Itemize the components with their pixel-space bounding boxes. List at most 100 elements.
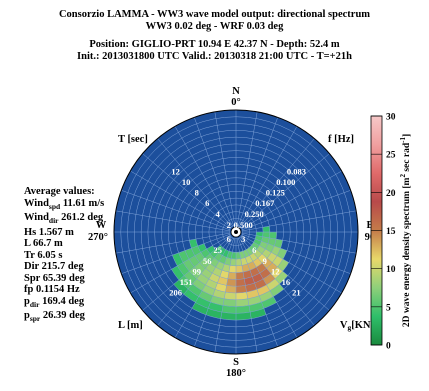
grid-spoke bbox=[236, 111, 258, 226]
period-tick: 6 bbox=[205, 198, 209, 208]
energy-cell bbox=[219, 270, 229, 279]
energy-cell bbox=[239, 251, 246, 259]
energy-cell bbox=[251, 242, 260, 250]
grid-spoke bbox=[194, 117, 234, 226]
speed-axis-label: Vg[KN] bbox=[340, 320, 374, 332]
energy-cell bbox=[259, 268, 271, 279]
grid-spoke bbox=[241, 236, 330, 311]
speed-tick: 3 bbox=[241, 234, 245, 244]
energy-cell bbox=[194, 262, 206, 274]
polar-frame bbox=[113, 109, 359, 355]
energy-cell bbox=[277, 259, 289, 272]
colorbar-title: 2D wave energy density spectrum [m2 sec … bbox=[399, 134, 412, 327]
hs-row: Hs 1.567 m bbox=[24, 226, 74, 238]
colorbar-tick-label: 5 bbox=[386, 303, 391, 313]
energy-cell bbox=[236, 292, 248, 300]
energy-cell bbox=[236, 285, 247, 293]
grid-spoke bbox=[214, 238, 236, 353]
freq-tick: 0.083 bbox=[287, 167, 306, 177]
energy-cell bbox=[196, 273, 209, 285]
energy-cell bbox=[192, 278, 206, 291]
energy-cell bbox=[189, 255, 200, 267]
energy-cell bbox=[226, 251, 233, 259]
energy-cell bbox=[236, 252, 241, 260]
energy-cell bbox=[245, 282, 257, 293]
energy-cell bbox=[259, 290, 274, 303]
period-tick: 2 bbox=[227, 220, 231, 230]
energy-cell bbox=[272, 255, 283, 267]
grid-spoke bbox=[130, 170, 231, 229]
energy-cell bbox=[254, 278, 267, 290]
energy-cell bbox=[214, 252, 223, 262]
energy-cell bbox=[191, 302, 209, 315]
energy-cell bbox=[218, 247, 226, 256]
grid-spoke bbox=[239, 237, 298, 338]
compass-south-label: S bbox=[233, 357, 239, 368]
energy-cell bbox=[249, 267, 260, 277]
energy-cell bbox=[236, 272, 245, 280]
energy-cell bbox=[262, 232, 270, 238]
period-tick: 10 bbox=[182, 177, 191, 187]
grid-spoke bbox=[240, 237, 315, 326]
energy-cell bbox=[224, 292, 236, 300]
energy-cell bbox=[189, 266, 202, 279]
grid-spoke bbox=[238, 117, 278, 226]
energy-cell bbox=[172, 252, 184, 266]
energy-cell bbox=[244, 276, 255, 286]
grid-spoke bbox=[239, 126, 298, 227]
compass-east-label: E bbox=[366, 220, 373, 231]
chart-title: Consorzio LAMMA - WW3 wave model output:… bbox=[58, 9, 371, 20]
grid-spoke bbox=[194, 238, 234, 347]
energy-cell bbox=[189, 239, 198, 249]
compass-north-degrees: 0° bbox=[231, 97, 240, 108]
energy-cell bbox=[275, 271, 288, 284]
energy-cell bbox=[269, 283, 284, 297]
freq-tick: 0.167 bbox=[255, 198, 275, 208]
energy-cell bbox=[261, 296, 277, 309]
time-line: Init.: 2013031800 UTC Valid.: 20130318 2… bbox=[77, 51, 352, 62]
energy-cell bbox=[191, 245, 201, 256]
energy-cell bbox=[178, 275, 193, 290]
energy-cell bbox=[223, 298, 236, 307]
energy-cell bbox=[183, 289, 199, 303]
freq-tick: 0.250 bbox=[245, 209, 264, 219]
colorbar-tick-label: 0 bbox=[386, 342, 391, 352]
energy-cell bbox=[236, 258, 242, 266]
energy-cell bbox=[256, 232, 264, 237]
speed-tick: 21 bbox=[292, 287, 301, 297]
dir-row: Dir 215.7 deg bbox=[24, 261, 84, 273]
grid-spoke bbox=[241, 153, 330, 228]
pspr-row: pspr 26.39 deg bbox=[24, 310, 85, 324]
freq-tick: 0.500 bbox=[234, 220, 253, 230]
energy-cell bbox=[217, 276, 228, 286]
grid-spoke bbox=[242, 190, 351, 230]
length-tick: 25 bbox=[214, 245, 223, 255]
energy-cell bbox=[195, 296, 211, 309]
period-axis-label: T [sec] bbox=[118, 134, 148, 145]
spr-row: Spr 65.39 deg bbox=[24, 272, 85, 284]
speed-tick: 9 bbox=[263, 256, 267, 266]
stats-heading: Average values: bbox=[24, 186, 95, 197]
length-axis-label: L [m] bbox=[118, 320, 143, 331]
compass-south-degrees: 180° bbox=[226, 368, 246, 379]
compass-north-label: N bbox=[232, 86, 240, 97]
grid-spoke bbox=[241, 170, 342, 229]
speed-tick: 6 bbox=[252, 245, 256, 255]
grid-spoke bbox=[115, 210, 230, 232]
energy-cell bbox=[267, 237, 277, 246]
wind-dir-row: Winddir 261.2 deg bbox=[24, 212, 104, 226]
grid-spoke bbox=[242, 234, 351, 274]
energy-cell bbox=[184, 271, 197, 284]
period-tick: 8 bbox=[195, 188, 199, 198]
energy-cell bbox=[236, 312, 252, 321]
energy-cell bbox=[249, 252, 258, 262]
energy-cell bbox=[220, 312, 236, 321]
compass-west-degrees: 270° bbox=[88, 232, 108, 243]
speed-tick: 12 bbox=[271, 266, 280, 276]
energy-cell bbox=[205, 308, 222, 319]
freq-tick: 0.125 bbox=[266, 188, 285, 198]
period-tick: 12 bbox=[171, 167, 180, 177]
energy-cell bbox=[219, 255, 227, 264]
energy-cell bbox=[274, 239, 283, 249]
